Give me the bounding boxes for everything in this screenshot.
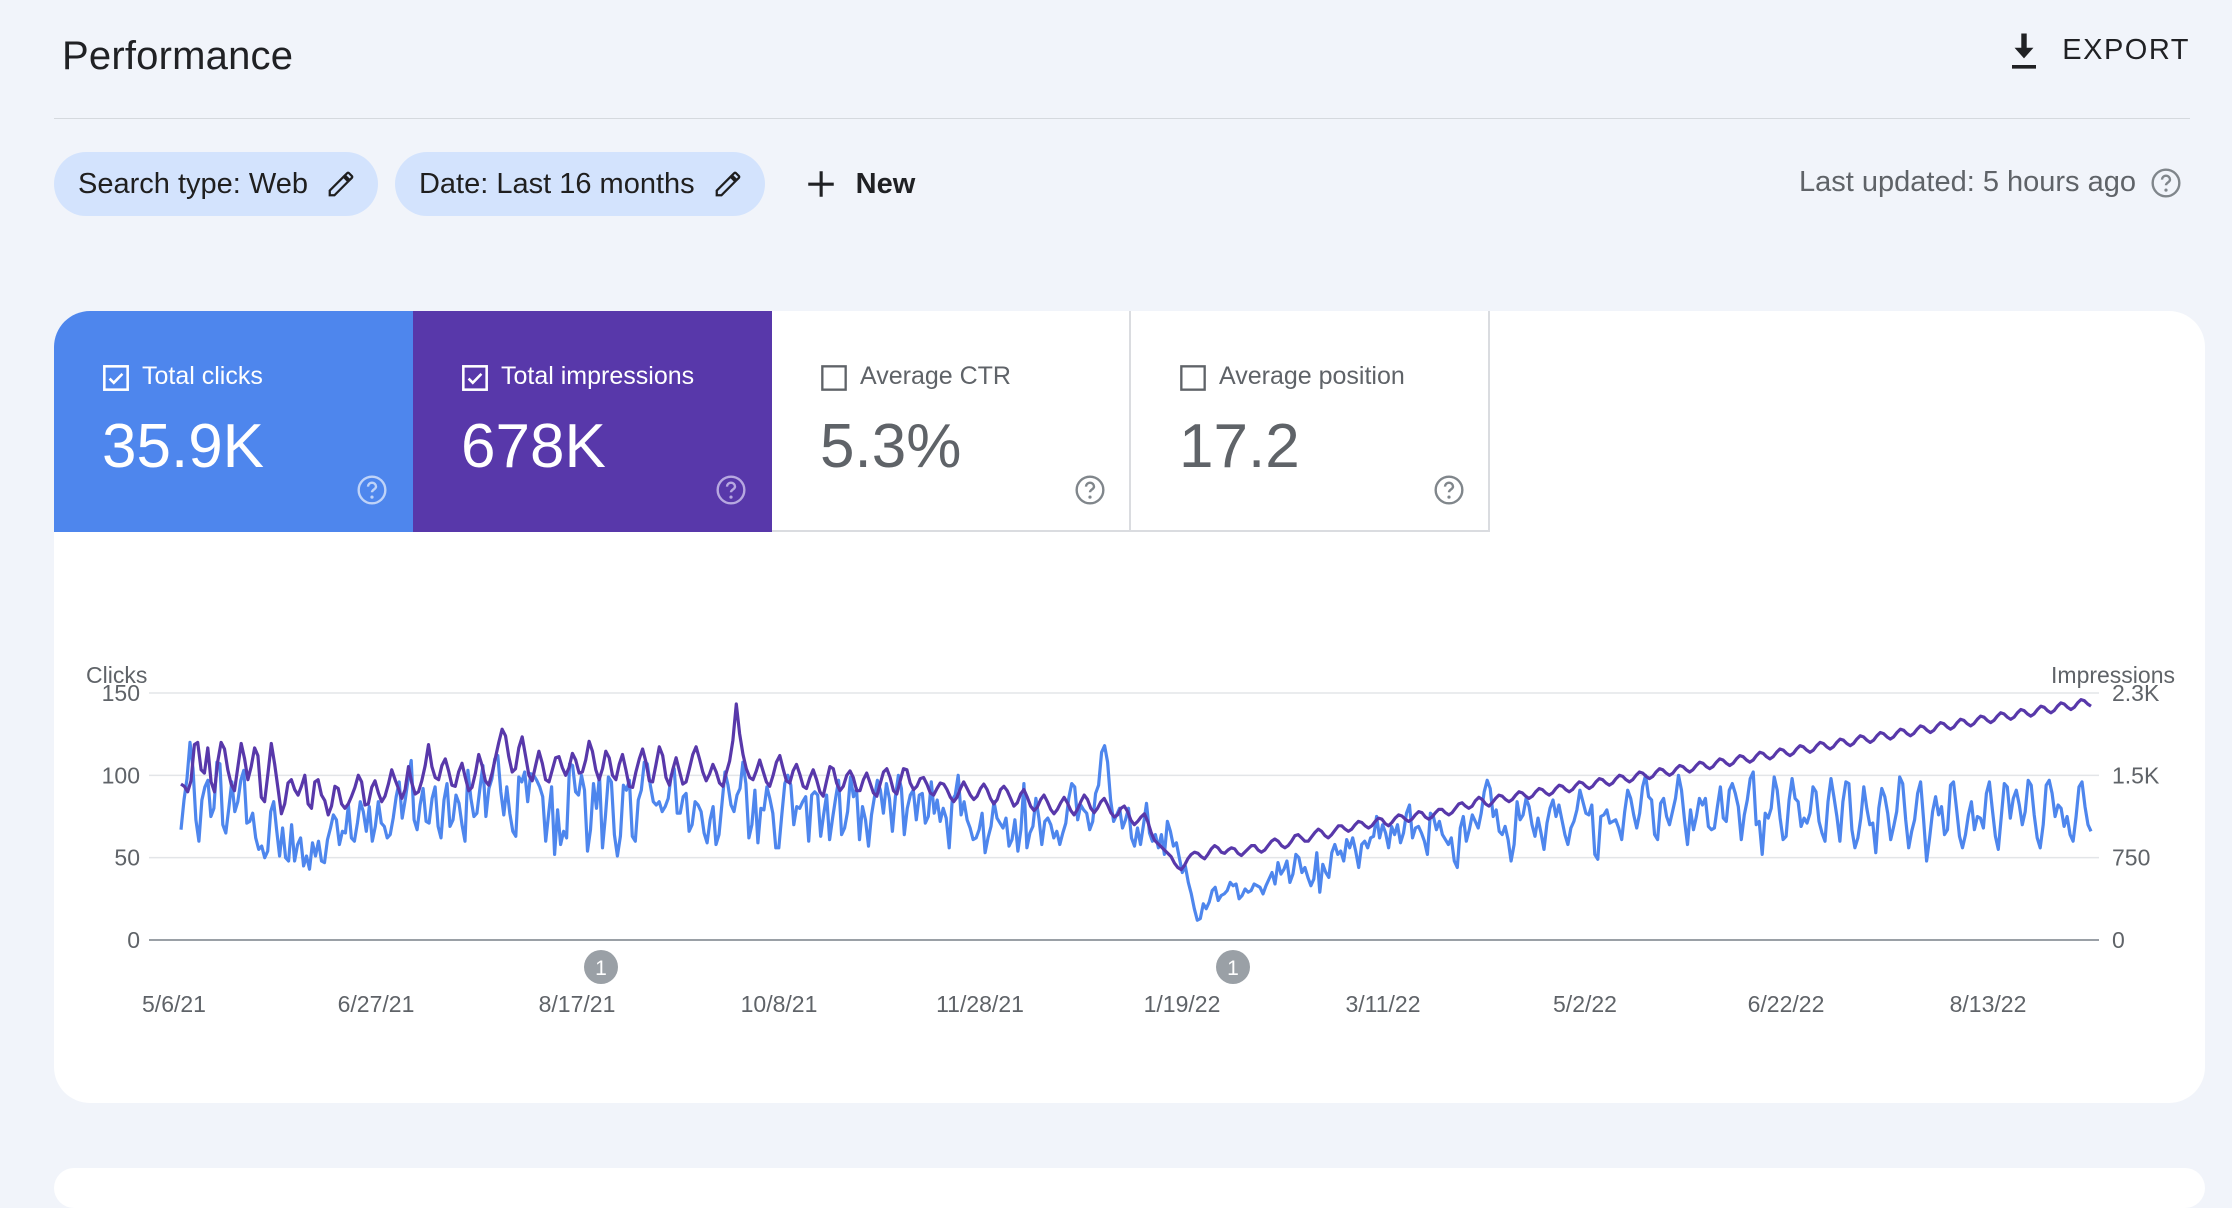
new-filter-button[interactable]: New [804,167,916,201]
help-icon[interactable] [1074,474,1106,506]
pencil-icon [328,171,354,197]
x-tick-label: 11/28/21 [936,991,1024,1017]
plus-icon [807,171,834,197]
help-icon[interactable] [356,474,388,506]
help-icon[interactable] [2150,167,2182,199]
filter-bar: Search type: Web Date: Last 16 months Ne… [54,152,915,216]
x-tick-label: 10/8/21 [741,991,818,1017]
help-icon[interactable] [1433,474,1465,506]
x-tick-label: 6/22/22 [1748,991,1825,1017]
annotation-label: 1 [1227,957,1239,980]
y-tick-label-left: 150 [102,680,140,706]
y-tick-label-right: 2.3K [2112,680,2160,706]
x-tick-label: 1/19/22 [1144,991,1221,1017]
checkbox-unchecked-icon [1180,365,1206,391]
search-type-chip[interactable]: Search type: Web [54,152,378,216]
annotation-marker [1216,950,1250,984]
last-updated-text: Last updated: 5 hours ago [1799,166,2136,198]
y-tick-label-left: 100 [102,762,140,788]
annotation-label: 1 [595,957,607,980]
checkbox-unchecked-icon [821,365,847,391]
metric-label: Average position [1219,362,1405,390]
last-updated: Last updated: 5 hours ago [1799,166,2182,199]
metric-tiles: Total clicks 35.9K Total impressions 678… [54,311,1490,532]
page-title: Performance [62,34,294,78]
search-type-chip-label: Search type: Web [78,167,308,200]
download-icon [2012,33,2037,69]
metric-tile-total-clicks[interactable]: Total clicks 35.9K [54,311,413,532]
performance-card: Total clicks 35.9K Total impressions 678… [54,311,2205,1103]
page-header: Performance EXPORT [54,0,2190,119]
new-filter-label: New [855,167,916,200]
y-tick-label-left: 0 [127,927,140,953]
checkbox-checked-icon [103,365,129,391]
metric-value: 678K [461,412,606,481]
metric-value: 5.3% [820,412,962,481]
y-tick-label-right: 1.5K [2112,762,2160,788]
y-tick-label-right: 0 [2112,927,2125,953]
x-tick-label: 8/13/22 [1950,991,2027,1017]
x-tick-label: 5/2/22 [1553,991,1617,1017]
x-tick-label: 5/6/21 [142,991,206,1017]
checkbox-checked-icon [462,365,488,391]
y-tick-label-right: 750 [2112,845,2150,871]
metric-tile-average-position[interactable]: Average position 17.2 [1131,311,1490,532]
metric-tile-total-impressions[interactable]: Total impressions 678K [413,311,772,532]
help-icon[interactable] [715,474,747,506]
y-tick-label-left: 50 [114,845,140,871]
y-axis-label-right: Impressions [2051,662,2175,688]
chart-canvas: Clicks Impressions 150 2.3K 100 1.5K 50 750 0 0 5/… [86,662,2175,1017]
metric-label: Average CTR [860,362,1011,390]
annotation-marker [584,950,618,984]
metric-value: 35.9K [102,412,265,481]
metric-label: Total clicks [142,362,263,390]
date-range-chip-label: Date: Last 16 months [418,167,695,200]
series-line-impressions [180,698,2092,872]
export-label: EXPORT [2062,33,2190,66]
metric-tile-average-ctr[interactable]: Average CTR 5.3% [772,311,1131,532]
x-tick-label: 3/11/22 [1345,991,1420,1017]
metric-label: Total impressions [501,362,695,390]
bottom-card [54,1168,2205,1208]
metric-value: 17.2 [1179,412,1300,481]
y-axis-label-left: Clicks [86,662,147,688]
x-tick-label: 8/17/21 [539,991,616,1017]
series-line-clicks [179,740,2093,922]
pencil-icon [715,171,740,197]
date-range-chip[interactable]: Date: Last 16 months [394,152,765,216]
x-tick-label: 6/27/21 [338,991,415,1017]
performance-chart: Clicks Impressions 150 2.3K 100 1.5K 50 750 0 0 5/… [54,532,2205,1103]
export-button[interactable]: EXPORT [2006,30,2190,70]
